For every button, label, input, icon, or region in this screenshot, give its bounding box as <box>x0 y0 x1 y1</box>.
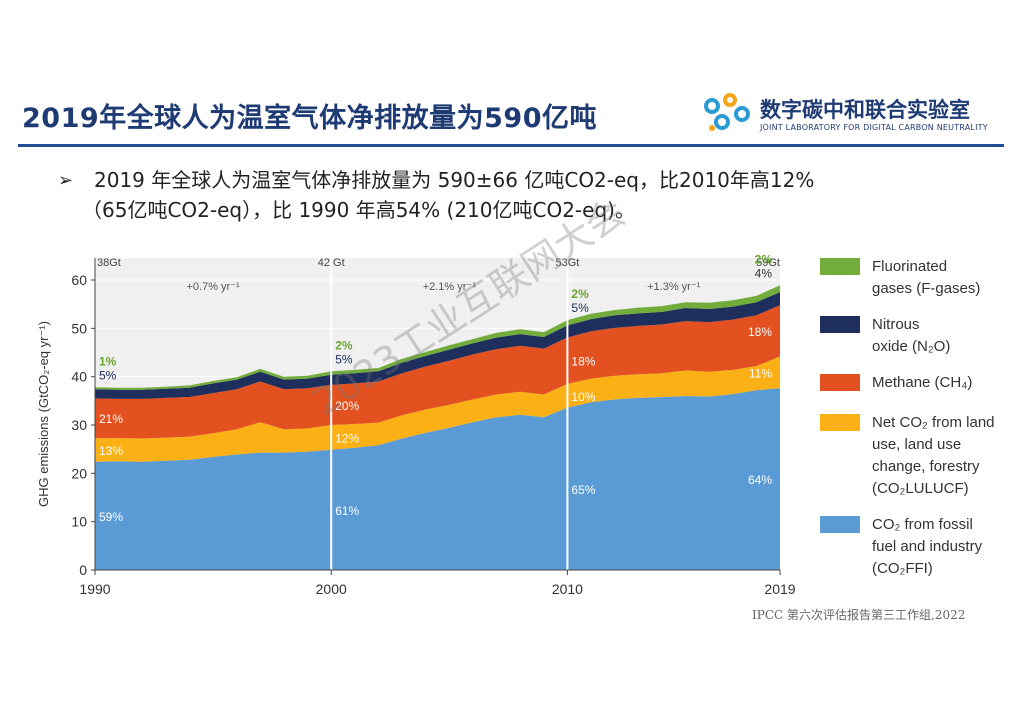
ghg-emissions-chart: 0 10 20 30 40 50 60 1990 2000 2010 2019 GHG emissio… <box>36 252 995 597</box>
share-label-ffi: 65% <box>571 483 595 497</box>
total-label: 42 Gt <box>318 257 345 269</box>
total-label: 38Gt <box>97 257 121 269</box>
y-tick-label: 20 <box>71 465 87 481</box>
legend-label: use, land use <box>872 436 961 453</box>
legend-label: Net CO₂ from land <box>872 414 995 431</box>
share-label-ffi: 61% <box>335 504 359 518</box>
y-tick-label: 60 <box>71 272 87 288</box>
bullet-line-1: 2019 年全球人为温室气体净排放量为 590±66 亿吨CO2-eq，比201… <box>94 168 815 192</box>
y-tick-label: 50 <box>71 320 87 336</box>
logo-mark-icon <box>704 93 750 131</box>
legend-label: oxide (N₂O) <box>872 338 950 355</box>
legend-label: gases (F-gases) <box>872 280 980 297</box>
share-label-n2o: 5% <box>571 301 589 315</box>
title-divider <box>18 144 1004 147</box>
legend-label: CO₂ from fossil <box>872 516 973 533</box>
legend-label: Nitrous <box>872 316 920 333</box>
legend-swatch-lulucf <box>820 414 860 431</box>
legend-label: Methane (CH₄) <box>872 374 972 391</box>
x-tick-label: 1990 <box>79 581 110 597</box>
share-label-lulucf: 12% <box>335 431 359 445</box>
legend-label: change, forestry <box>872 458 980 475</box>
bullet-arrow-icon: ➢ <box>58 170 74 191</box>
area-ch4 <box>95 305 780 439</box>
page-title: 2019年全球人为温室气体净排放量为590亿吨 <box>22 103 598 134</box>
lab-logo: 数字碳中和联合实验室 JOINT LABORATORY FOR DIGITAL … <box>700 92 1000 138</box>
share-label-lulucf: 11% <box>749 366 772 380</box>
bullet-line-2: （65亿吨CO2-eq），比 1990 年高54% (210亿吨CO2-eq)。 <box>82 198 635 222</box>
share-label-fgas: 2% <box>335 338 353 352</box>
legend-label: Fluorinated <box>872 258 947 275</box>
x-tick-label: 2000 <box>316 581 347 597</box>
share-label-ffi: 59% <box>99 510 123 524</box>
y-tick-label: 30 <box>71 417 87 433</box>
share-label-ffi: 64% <box>748 473 772 487</box>
y-tick-label: 40 <box>71 369 87 385</box>
share-label-ch4: 18% <box>748 325 772 339</box>
legend-swatch-ch4 <box>820 374 860 391</box>
y-axis-label: GHG emissions (GtCO₂-eq yr⁻¹) <box>36 321 51 507</box>
total-label: 59Gt <box>756 257 780 269</box>
share-label-n2o: 4% <box>755 266 773 280</box>
share-label-fgas: 2% <box>755 252 773 266</box>
growth-rate-label: +1.3% yr⁻¹ <box>647 281 701 293</box>
area-n2o <box>95 292 780 399</box>
legend-label: (CO₂FFI) <box>872 560 933 577</box>
share-label-lulucf: 10% <box>571 390 595 404</box>
growth-rate-label: +2.1% yr⁻¹ <box>423 281 477 293</box>
logo-name-en: JOINT LABORATORY FOR DIGITAL CARBON NEUT… <box>760 123 988 132</box>
share-label-n2o: 5% <box>99 368 117 382</box>
y-tick-label: 10 <box>71 514 87 530</box>
total-label: 53Gt <box>555 257 579 269</box>
growth-rate-label: +0.7% yr⁻¹ <box>187 281 241 293</box>
legend-swatch-ffi <box>820 516 860 533</box>
x-tick-label: 2010 <box>552 581 583 597</box>
share-label-fgas: 2% <box>571 287 589 301</box>
share-label-ch4: 21% <box>99 412 123 426</box>
share-label-fgas: 1% <box>99 354 117 368</box>
area-ffi <box>95 388 780 570</box>
area-lulucf <box>95 356 780 462</box>
share-label-ch4: 20% <box>335 399 359 413</box>
area-fgas <box>95 285 780 390</box>
legend-swatch-fgas <box>820 258 860 275</box>
y-tick-label: 0 <box>79 562 87 578</box>
x-tick-label: 2019 <box>764 581 795 597</box>
share-label-n2o: 5% <box>335 352 353 366</box>
logo-name-cn: 数字碳中和联合实验室 <box>760 98 970 122</box>
source-citation: IPCC 第六次评估报告第三工作组,2022 <box>752 608 966 622</box>
legend-swatch-n2o <box>820 316 860 333</box>
share-label-ch4: 18% <box>571 355 595 369</box>
share-label-lulucf: 13% <box>99 444 123 458</box>
legend-label: fuel and industry <box>872 538 983 555</box>
legend-label: (CO₂LULUCF) <box>872 480 969 497</box>
